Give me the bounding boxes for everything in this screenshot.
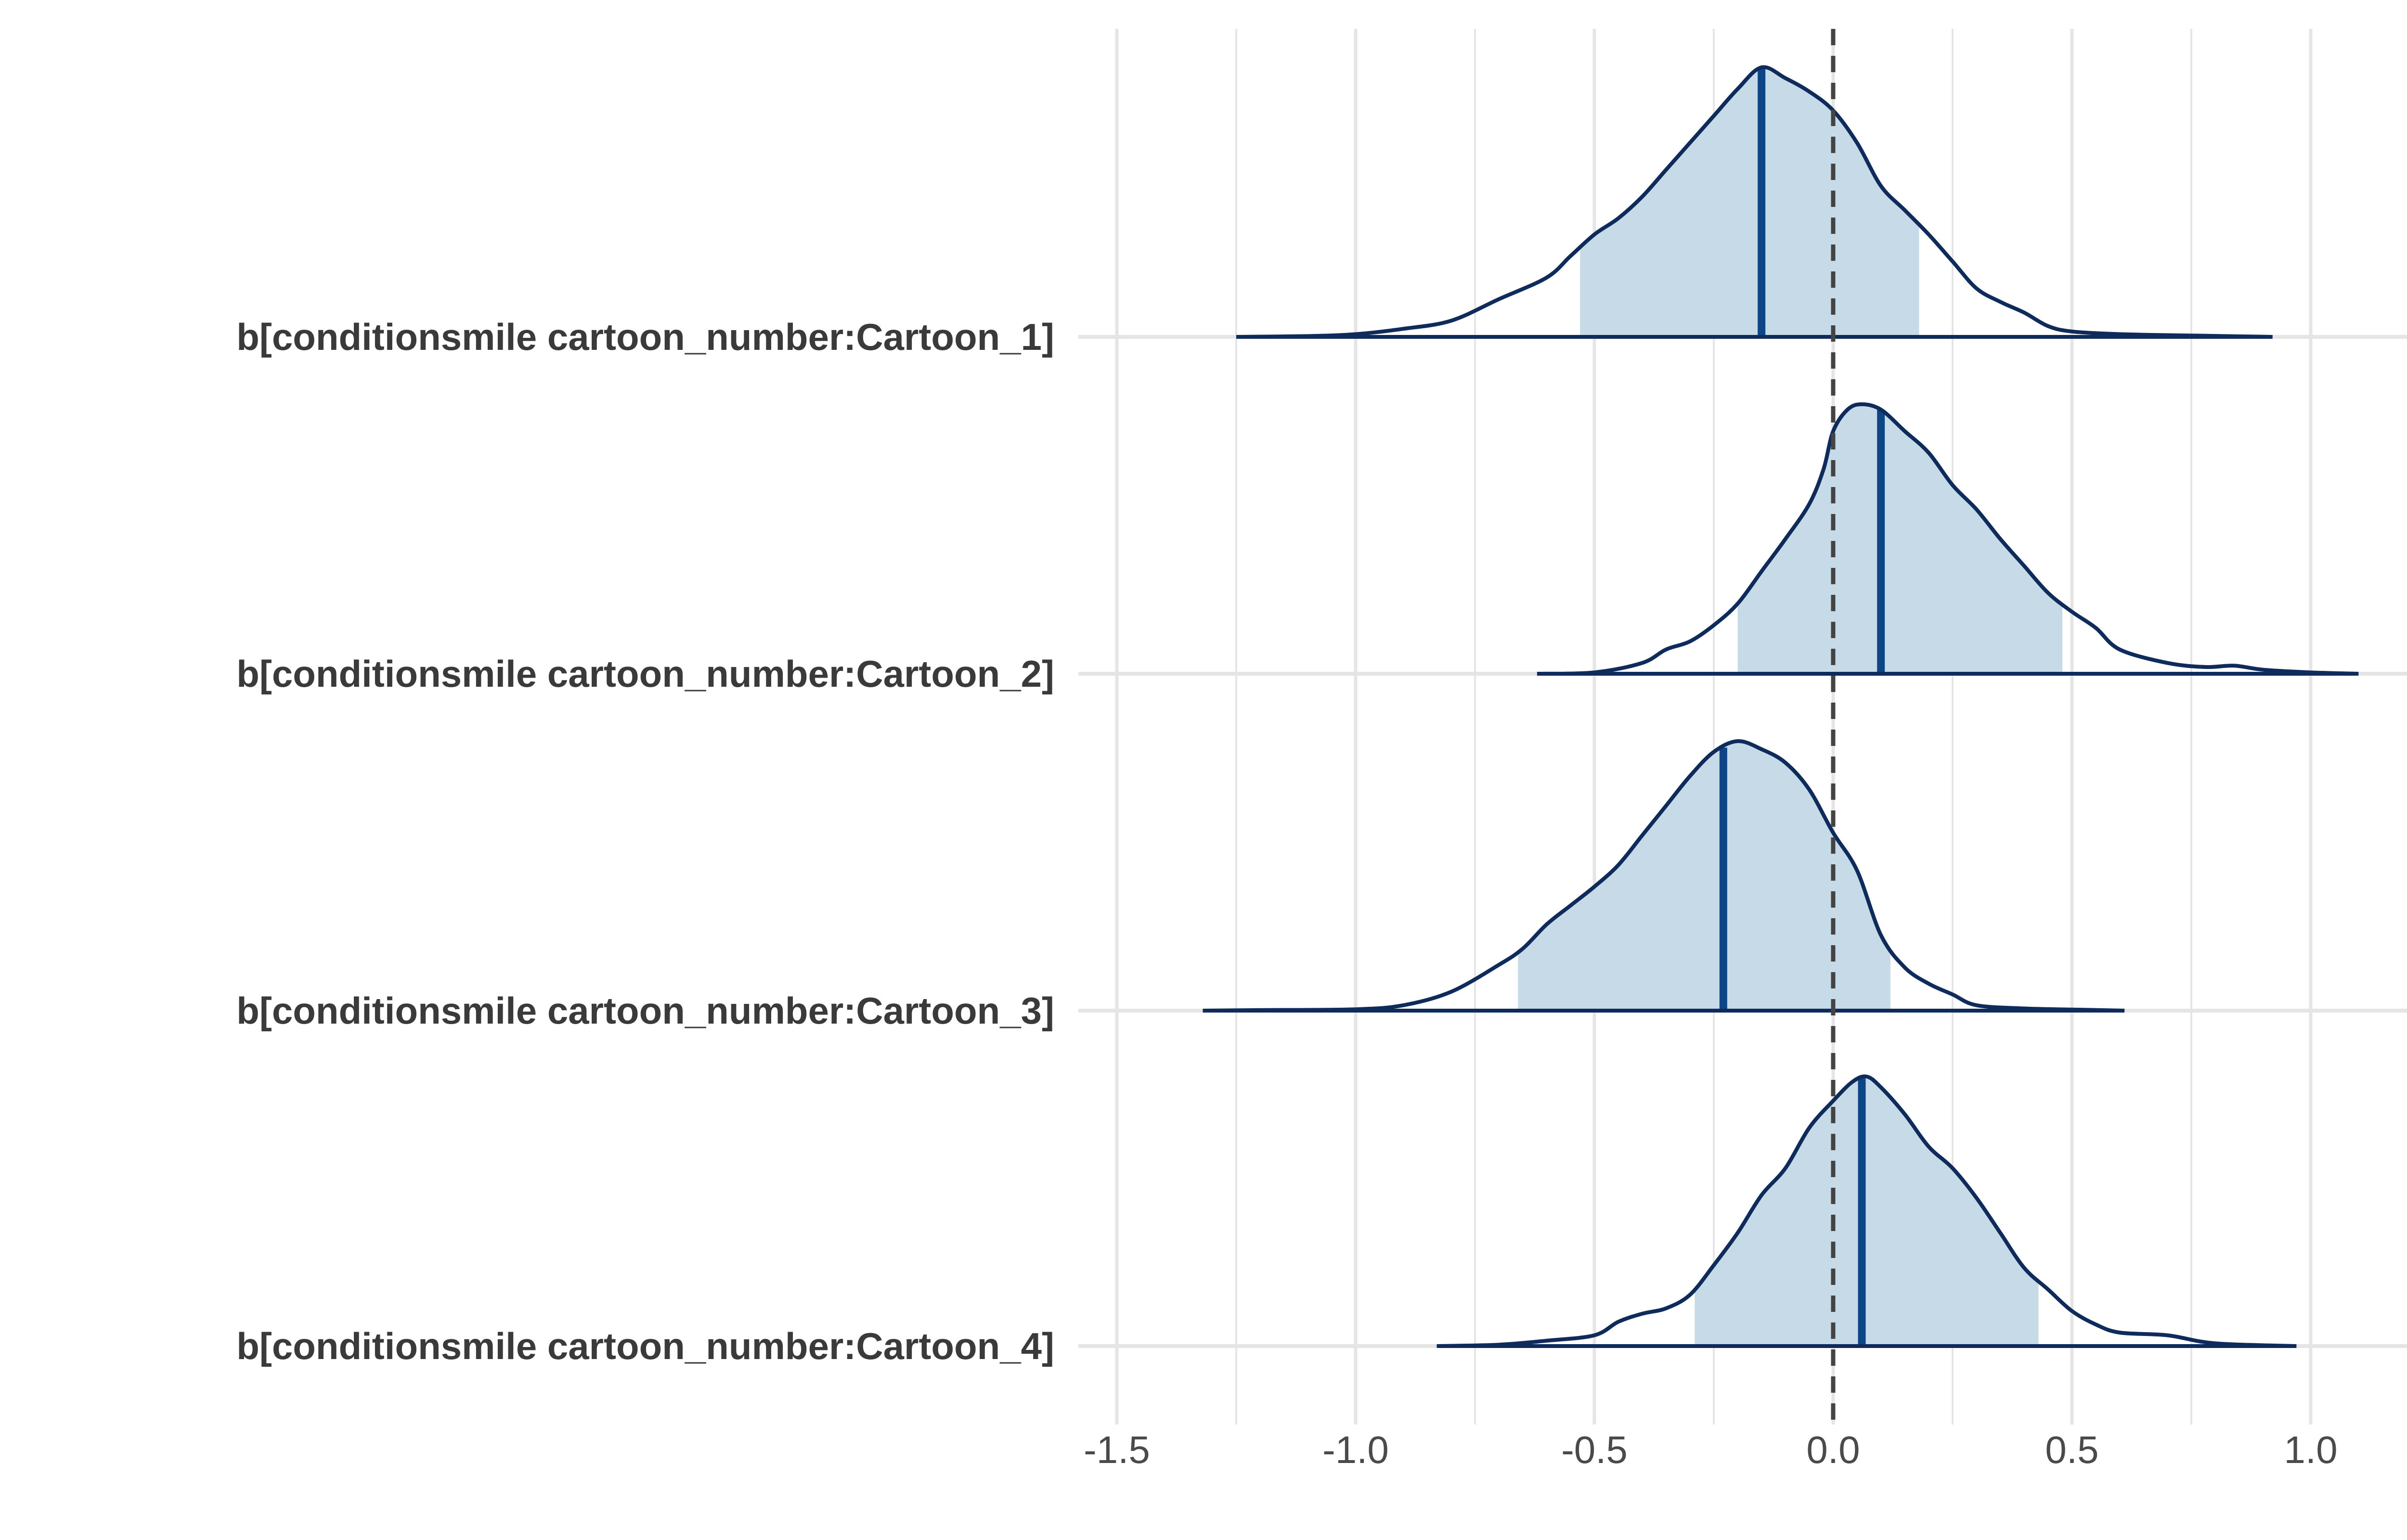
x-tick-label: 1.0 bbox=[2284, 1428, 2337, 1471]
y-axis-label: b[conditionsmile cartoon_number:Cartoon_… bbox=[236, 1325, 1054, 1367]
x-axis-tick-labels: -1.5 -1.0 -0.5 0.0 0.5 1.0 bbox=[1084, 1428, 2338, 1471]
y-axis-label: b[conditionsmile cartoon_number:Cartoon_… bbox=[236, 989, 1054, 1032]
density-outline bbox=[1436, 1074, 2297, 1348]
x-tick-label: 0.0 bbox=[1806, 1428, 1860, 1471]
density-outline bbox=[1537, 402, 2359, 676]
y-axis-labels: b[conditionsmile cartoon_number:Cartoon_… bbox=[236, 316, 1054, 1367]
y-axis-label: b[conditionsmile cartoon_number:Cartoon_… bbox=[236, 316, 1054, 358]
density-interval-area bbox=[1737, 404, 2063, 674]
x-tick-label: -1.0 bbox=[1322, 1428, 1389, 1471]
density-ridges bbox=[1203, 65, 2359, 1348]
density-interval-area bbox=[1518, 742, 1891, 1011]
x-tick-label: -0.5 bbox=[1561, 1428, 1628, 1471]
density-outline bbox=[1203, 739, 2125, 1013]
x-tick-label: -1.5 bbox=[1084, 1428, 1150, 1471]
density-interval-area bbox=[1580, 67, 1919, 337]
x-tick-label: 0.5 bbox=[2045, 1428, 2098, 1471]
density-outline bbox=[1236, 65, 2273, 339]
y-axis-label: b[conditionsmile cartoon_number:Cartoon_… bbox=[236, 653, 1054, 695]
density-interval-area bbox=[1695, 1076, 2039, 1346]
